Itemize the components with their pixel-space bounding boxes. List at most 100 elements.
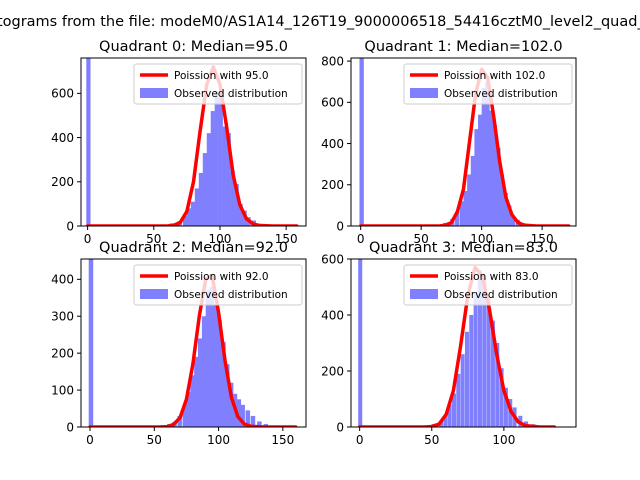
histogram-bar [455, 211, 460, 226]
legend-entry-poisson: Poission with 102.0 [444, 70, 545, 82]
histogram-bar [226, 133, 231, 226]
histogram-bar [359, 58, 364, 226]
plot-area [357, 259, 557, 427]
histogram-bar [240, 404, 245, 427]
histogram-bar [481, 87, 486, 226]
legend-entry-poisson: Poission with 95.0 [174, 70, 269, 82]
histogram-bar [218, 97, 223, 226]
legend-patch-swatch [410, 289, 438, 299]
histogram-bar [495, 343, 500, 427]
legend-entry-observed: Observed distribution [174, 289, 288, 301]
histogram-bar [459, 201, 465, 226]
histogram-bar [464, 331, 469, 427]
histogram-bar [213, 305, 218, 427]
panel-title: Quadrant 0: Median=95.0 [99, 39, 288, 55]
panels: 0 50 100 150 0 200 400 600 Poission with 95.0 Obs… [51, 39, 577, 447]
panel-title: Quadrant 3: Median=83.0 [369, 240, 558, 256]
histogram-bar [485, 81, 490, 226]
histogram-bar [490, 320, 495, 427]
y-tick-label: 400 [321, 137, 344, 151]
y-tick-label: 600 [51, 87, 74, 101]
legend: Poission with 92.0 Observed distribution [133, 264, 303, 306]
histogram-bar [245, 410, 251, 427]
histogram-bar [503, 193, 508, 226]
histogram-bar [198, 338, 203, 427]
histogram-bar [190, 375, 195, 427]
legend-box [403, 264, 573, 306]
axes-frame [80, 258, 307, 428]
x-tick-label: 150 [275, 232, 298, 246]
histogram-bar [492, 124, 497, 226]
y-tick-label: 200 [51, 346, 74, 360]
x-tick-label: 0 [86, 433, 94, 447]
histogram-bar [177, 415, 182, 427]
x-tick-label: 50 [414, 232, 429, 246]
histogram-bar [210, 111, 215, 226]
histogram-bar [217, 319, 222, 427]
y-tick-label: 400 [321, 308, 344, 322]
legend: Poission with 83.0 Observed distribution [403, 264, 573, 306]
histogram-bar [182, 404, 188, 427]
panel-quadrant-0: 0 50 100 150 0 200 400 600 Poission with 95.0 Obs… [51, 39, 307, 246]
histogram-bar [488, 110, 494, 226]
axes-frame [350, 258, 577, 428]
y-tick-label: 0 [336, 219, 344, 233]
x-tick-label: 0 [356, 433, 364, 447]
y-tick-label: 100 [51, 383, 74, 397]
histogram-bar [230, 170, 235, 226]
histogram-bar [496, 147, 501, 226]
y-tick-label: 400 [51, 131, 74, 145]
x-tick-label: 0 [357, 232, 365, 246]
histogram-bar [257, 421, 262, 427]
x-tick-label: 150 [531, 232, 554, 246]
histogram-bar [209, 286, 215, 427]
x-tick-label: 50 [147, 433, 162, 447]
histogram-bar [206, 133, 211, 226]
y-tick-label: 200 [321, 364, 344, 378]
x-tick-label: 100 [209, 232, 232, 246]
histogram-bar [250, 415, 256, 427]
histogram-bar [221, 342, 226, 427]
axes-frame [350, 57, 577, 227]
histogram-bar [469, 315, 474, 427]
histogram-bar [194, 188, 200, 226]
histogram-bar [182, 216, 188, 226]
axes-frame [80, 57, 307, 227]
y-tick-label: 0 [336, 420, 344, 434]
histogram-bar [190, 201, 196, 226]
x-tick-label: 100 [207, 433, 230, 447]
histogram-bar [470, 155, 476, 226]
y-tick-label: 400 [51, 273, 74, 287]
histogram-bar [463, 190, 468, 226]
histogram-bar [474, 129, 479, 226]
legend-entry-poisson: Poission with 83.0 [444, 271, 539, 283]
histogram-bar [186, 391, 191, 427]
panel-quadrant-1: 0 50 100 150 0 200 400 600 800 Poission with 102.… [321, 39, 577, 246]
legend-entry-poisson: Poission with 92.0 [174, 271, 269, 283]
panel-quadrant-2: 0 50 100 150 0 100 200 300 400 Poission with 92.0… [51, 240, 307, 447]
x-tick-label: 100 [470, 232, 493, 246]
histogram-bar [225, 364, 230, 427]
histogram-bar [194, 356, 199, 427]
histogram-bar [507, 205, 512, 226]
plot-area [88, 259, 298, 427]
histogram-bar [186, 208, 192, 226]
histogram-bar [222, 126, 227, 226]
y-tick-label: 200 [51, 175, 74, 189]
legend-entry-observed: Observed distribution [444, 289, 558, 301]
panel-title: Quadrant 1: Median=102.0 [364, 39, 562, 55]
histogram-bar [447, 404, 452, 427]
histogram-bar [482, 275, 487, 427]
figure-suptitle: Count histograms from the file: modeM0/A… [0, 14, 640, 30]
histogram-bar [486, 298, 491, 427]
legend-patch-swatch [140, 88, 168, 98]
histogram-bar [467, 174, 472, 226]
histogram-bar [443, 415, 448, 427]
histogram-bar [460, 354, 465, 427]
histogram-bar [478, 114, 483, 226]
panel-quadrant-3: 0 50 100 0 200 400 600 Poission with 83.0 Observ… [321, 240, 577, 447]
histogram-bar [473, 292, 478, 427]
histogram-bar [236, 399, 242, 427]
y-tick-label: 200 [321, 178, 344, 192]
